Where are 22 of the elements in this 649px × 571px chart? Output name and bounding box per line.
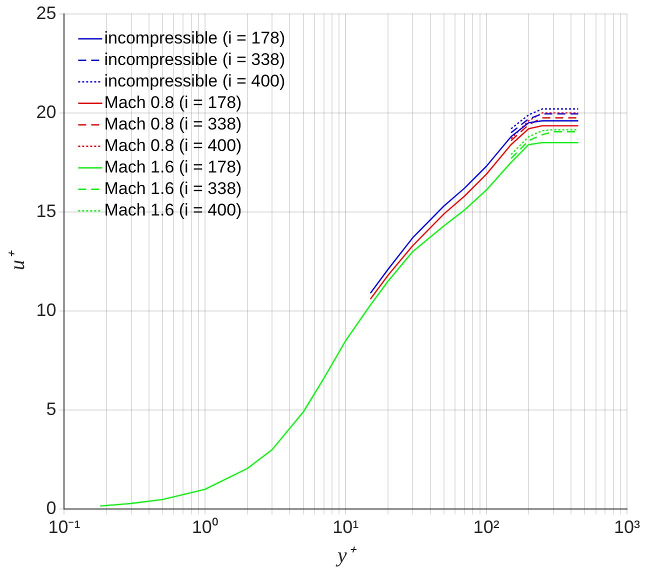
y-tick-label: 5 (46, 399, 56, 420)
y-tick-label: 0 (46, 498, 56, 518)
legend-label: Mach 1.6 (i = 338) (104, 178, 242, 198)
x-axis-title: y⁺ (335, 542, 357, 567)
legend-label: Mach 1.6 (i = 400) (104, 200, 242, 220)
y-axis-title: u⁺ (5, 250, 30, 270)
x-tick-label: 10¹ (332, 516, 359, 537)
x-tick-label: 10⁰ (192, 516, 218, 537)
legend-label: incompressible (i = 400) (104, 71, 286, 90)
y-tick-label: 15 (36, 200, 56, 221)
x-tick-label: 10⁻¹ (48, 516, 80, 537)
x-tick-label: 10² (473, 516, 500, 537)
x-tick-label: 10³ (614, 516, 640, 537)
y-tick-label: 25 (36, 2, 56, 23)
legend-label: Mach 0.8 (i = 338) (104, 114, 242, 134)
legend-label: Mach 0.8 (i = 400) (104, 136, 242, 155)
legend-label: Mach 1.6 (i = 178) (104, 157, 242, 176)
legend-label: incompressible (i = 338) (104, 50, 286, 69)
legend-label: Mach 0.8 (i = 178) (104, 92, 242, 112)
y-tick-label: 20 (36, 102, 56, 122)
y-tick-label: 10 (36, 300, 56, 320)
legend-label: incompressible (i = 178) (104, 28, 286, 48)
